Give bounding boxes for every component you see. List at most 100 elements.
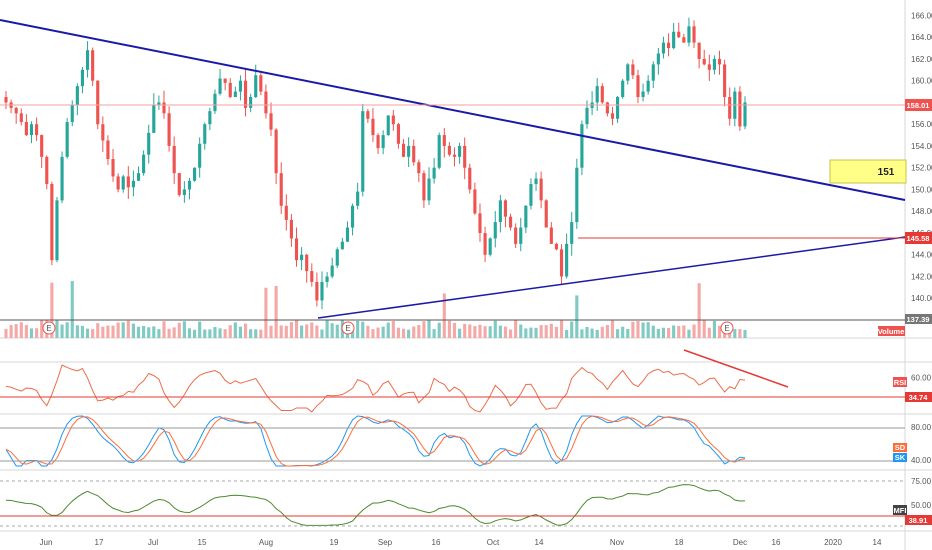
volume-bar (208, 329, 212, 338)
candle-body (407, 145, 411, 157)
volume-bar (580, 329, 584, 338)
candle-body (101, 124, 105, 141)
volume-bar (391, 320, 395, 338)
candle-body (610, 113, 615, 119)
volume-bar (651, 325, 655, 338)
price-tick-label: 156.00 (911, 120, 932, 129)
annotation-box[interactable]: 151 (829, 159, 907, 184)
x-tick-label: Nov (610, 538, 624, 547)
x-tick-label: Sep (378, 538, 393, 547)
volume-bar (147, 327, 151, 338)
volume-bar (294, 320, 299, 338)
volume-bar (565, 329, 569, 338)
volume-bar (554, 326, 558, 338)
candle-body (274, 129, 278, 174)
candle-body (743, 102, 747, 127)
volume-bar (320, 329, 324, 338)
stoch-tick-label: 80.00 (911, 423, 932, 432)
candle-body (631, 64, 635, 76)
volume-bar (106, 325, 110, 338)
candle-body (656, 53, 660, 65)
candle-body (422, 173, 426, 201)
volume-bar (177, 322, 181, 338)
candle-body (320, 281, 324, 301)
volume-bar (157, 329, 161, 338)
candle-body (340, 241, 344, 250)
candle-body (249, 97, 253, 108)
candle-body (218, 78, 222, 94)
volume-bar (549, 323, 553, 338)
candle-body (386, 115, 390, 136)
candle-body (35, 124, 39, 136)
candle-body (361, 111, 365, 192)
candle-body (264, 91, 268, 114)
volume-bar (315, 325, 319, 338)
candle-body (356, 191, 360, 206)
candle-body (728, 97, 732, 119)
candle-body (508, 216, 513, 228)
volume-bar (182, 321, 186, 338)
volume-bar (386, 322, 390, 338)
volume-bar (187, 328, 192, 338)
volume-bar (401, 328, 406, 338)
candle-body (85, 50, 90, 70)
volume-bar (254, 329, 258, 338)
volume-bar (131, 323, 135, 338)
candle-body (29, 124, 34, 136)
volume-bar (707, 327, 711, 338)
volume-bar (437, 322, 441, 338)
candle-body (193, 167, 197, 181)
volume-bar (111, 325, 115, 338)
candle-body (493, 222, 497, 239)
candle-body (126, 176, 130, 188)
volume-bar (626, 328, 630, 338)
rsi-line (5, 364, 746, 413)
candle-body (534, 178, 538, 185)
volume-bar (641, 322, 645, 338)
volume-bar (463, 323, 467, 338)
volume-bar (233, 322, 237, 338)
candle-body (45, 156, 49, 185)
volume-bar (417, 325, 421, 338)
volume-bar (697, 283, 701, 338)
volume-bar (570, 321, 574, 338)
candle-body (243, 80, 248, 108)
x-tick-label: Jul (148, 538, 158, 547)
earnings-marker-label: E (724, 324, 729, 333)
volume-bar (544, 325, 548, 338)
volume-bar (228, 325, 232, 338)
svg-text:SD: SD (895, 443, 906, 452)
volume-bar (590, 328, 594, 338)
volume-bar (529, 327, 533, 338)
candle-body (162, 102, 166, 114)
x-tick-label: Jun (40, 538, 53, 547)
volume-bar (70, 281, 74, 338)
rsi-tag: RSI (893, 377, 907, 387)
x-tick-label: Dec (733, 538, 747, 547)
stoch-k-line (5, 415, 746, 467)
volume-bar (682, 325, 686, 338)
candle-body (136, 173, 141, 181)
axes: 140.00142.00144.00146.00148.00150.00152.… (40, 11, 932, 547)
price-tick-label: 140.00 (911, 294, 932, 303)
volume-bar (717, 325, 722, 338)
candle-body (269, 113, 273, 130)
volume-bar (422, 321, 426, 338)
descending-trendline (0, 19, 906, 201)
volume-bar (503, 326, 508, 338)
volume-bar (712, 320, 716, 338)
candle-body (345, 227, 350, 242)
candle-body (712, 58, 716, 70)
candle-body (717, 58, 722, 65)
volume-bar (498, 325, 502, 338)
candle-body (325, 276, 329, 282)
svg-text:MFI: MFI (894, 506, 907, 515)
volume-bar (514, 320, 518, 338)
volume-bar (605, 325, 609, 338)
volume-bar (600, 326, 604, 338)
stoch-tick-label: 40.00 (911, 456, 932, 465)
candle-body (692, 26, 696, 43)
volume-label-tag: Volume (878, 326, 905, 336)
candle-body (330, 265, 334, 277)
